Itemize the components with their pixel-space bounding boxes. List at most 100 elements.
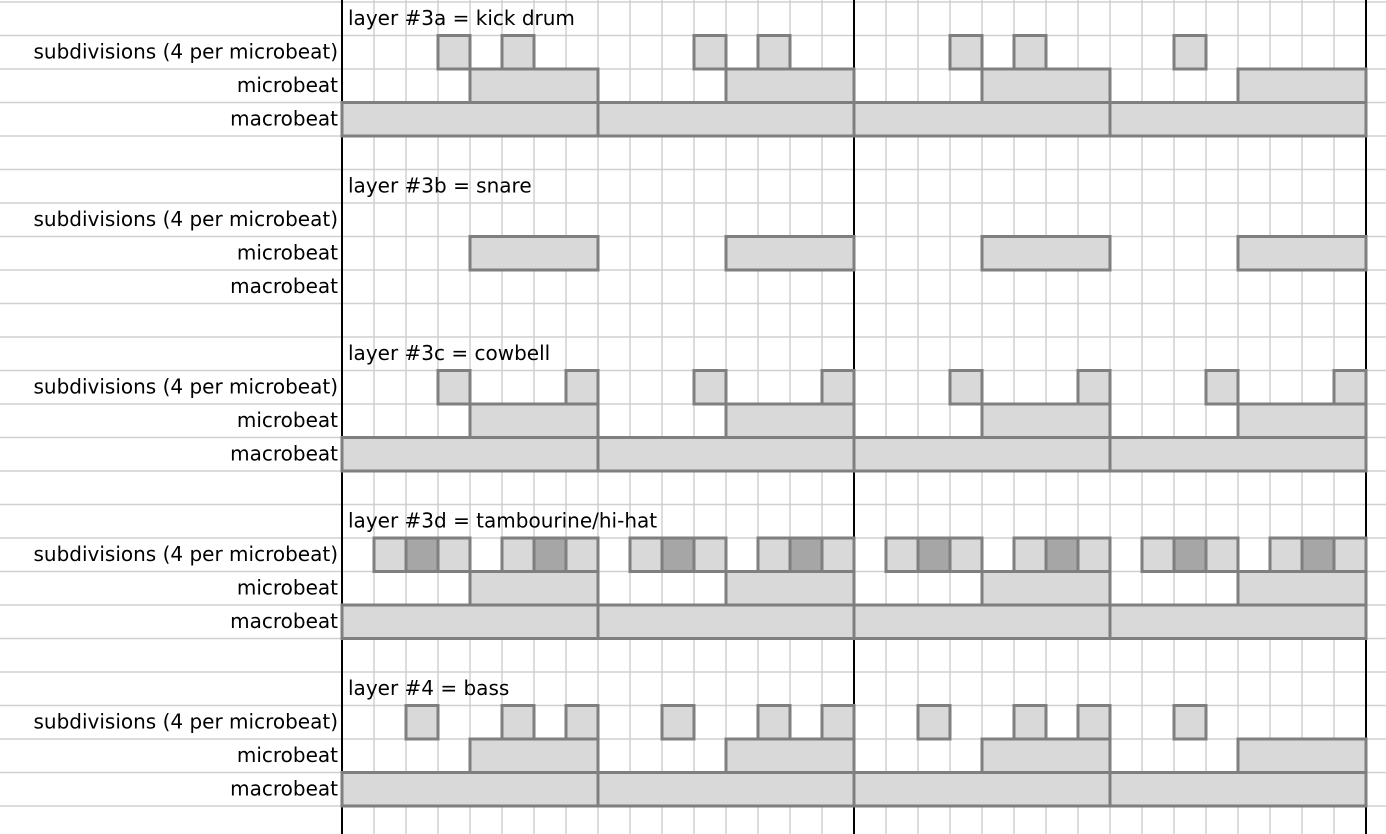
microbeat-block xyxy=(1236,737,1368,774)
layer-0: layer #3a = kick drum subdivisions (4 per… xyxy=(33,6,1368,138)
subdivision-cell xyxy=(1204,536,1240,573)
microbeat-block xyxy=(724,737,856,774)
row-label-microbeat: microbeat xyxy=(237,240,338,264)
accent-subdivision-cell xyxy=(788,536,824,573)
rhythm-layers: layer #3a = kick drum subdivisions (4 per… xyxy=(33,6,1368,808)
subdivision-cell xyxy=(564,704,600,741)
layer-title: layer #3a = kick drum xyxy=(348,6,575,30)
subdivision-cell xyxy=(1076,704,1112,741)
subdivision-cell xyxy=(820,704,856,741)
subdivision-cell xyxy=(1076,536,1112,573)
macrobeat-block xyxy=(340,101,600,138)
layer-title: layer #4 = bass xyxy=(348,676,509,700)
row-label-subdivisions: subdivisions (4 per microbeat) xyxy=(33,709,338,733)
subdivision-cell xyxy=(1332,369,1368,406)
subdivision-cell xyxy=(692,536,728,573)
macrobeat-block xyxy=(852,101,1112,138)
layer-3: layer #3d = tambourine/hi-hat subdivision… xyxy=(33,508,1368,640)
microbeat-block xyxy=(1236,67,1368,104)
microbeat-block xyxy=(980,235,1112,272)
row-label-microbeat: microbeat xyxy=(237,575,338,599)
subdivision-cell xyxy=(564,536,600,573)
subdivision-cell xyxy=(1012,704,1048,741)
row-label-macrobeat: macrobeat xyxy=(230,776,338,800)
microbeat-block xyxy=(1236,235,1368,272)
row-label-subdivisions: subdivisions (4 per microbeat) xyxy=(33,542,338,566)
microbeat-block xyxy=(468,235,600,272)
microbeat-block xyxy=(468,67,600,104)
macrobeat-block xyxy=(340,771,600,808)
subdivision-cell xyxy=(500,536,536,573)
row-label-macrobeat: macrobeat xyxy=(230,609,338,633)
accent-subdivision-cell xyxy=(1044,536,1080,573)
subdivision-cell xyxy=(372,536,408,573)
subdivision-cell xyxy=(692,34,728,71)
macrobeat-block xyxy=(852,603,1112,640)
microbeat-block xyxy=(1236,570,1368,607)
accent-subdivision-cell xyxy=(1300,536,1336,573)
layer-1: layer #3b = snare subdivisions (4 per mic… xyxy=(33,173,1368,298)
microbeat-block xyxy=(980,67,1112,104)
microbeat-block xyxy=(724,235,856,272)
microbeat-block xyxy=(1236,402,1368,439)
subdivision-cell xyxy=(436,536,472,573)
subdivision-cell xyxy=(1140,536,1176,573)
macrobeat-block xyxy=(1108,603,1368,640)
macrobeat-block xyxy=(340,603,600,640)
subdivision-cell xyxy=(660,704,696,741)
subdivision-cell xyxy=(916,704,952,741)
layer-4: layer #4 = bass subdivisions (4 per micro… xyxy=(33,676,1368,808)
microbeat-block xyxy=(724,570,856,607)
row-label-microbeat: microbeat xyxy=(237,408,338,432)
subdivision-cell xyxy=(820,369,856,406)
subdivision-cell xyxy=(1172,34,1208,71)
row-label-macrobeat: macrobeat xyxy=(230,106,338,130)
subdivision-cell xyxy=(1012,536,1048,573)
accent-subdivision-cell xyxy=(404,536,440,573)
macrobeat-block xyxy=(1108,436,1368,473)
subdivision-cell xyxy=(404,704,440,741)
subdivision-cell xyxy=(500,704,536,741)
accent-subdivision-cell xyxy=(660,536,696,573)
subdivision-cell xyxy=(820,536,856,573)
subdivision-cell xyxy=(436,34,472,71)
microbeat-block xyxy=(980,737,1112,774)
microbeat-block xyxy=(980,402,1112,439)
accent-subdivision-cell xyxy=(916,536,952,573)
subdivision-cell xyxy=(1204,369,1240,406)
subdivision-cell xyxy=(500,34,536,71)
subdivision-cell xyxy=(756,704,792,741)
accent-subdivision-cell xyxy=(532,536,568,573)
microbeat-block xyxy=(724,402,856,439)
subdivision-cell xyxy=(756,34,792,71)
macrobeat-block xyxy=(596,771,856,808)
subdivision-cell xyxy=(948,369,984,406)
subdivision-cell xyxy=(1268,536,1304,573)
subdivision-cell xyxy=(628,536,664,573)
subdivision-cell xyxy=(692,369,728,406)
accent-subdivision-cell xyxy=(1172,536,1208,573)
macrobeat-block xyxy=(1108,101,1368,138)
row-label-subdivisions: subdivisions (4 per microbeat) xyxy=(33,39,338,63)
row-label-subdivisions: subdivisions (4 per microbeat) xyxy=(33,374,338,398)
subdivision-cell xyxy=(884,536,920,573)
macrobeat-block xyxy=(852,771,1112,808)
row-label-subdivisions: subdivisions (4 per microbeat) xyxy=(33,207,338,231)
subdivision-cell xyxy=(948,34,984,71)
microbeat-block xyxy=(724,67,856,104)
subdivision-cell xyxy=(756,536,792,573)
layer-2: layer #3c = cowbell subdivisions (4 per m… xyxy=(33,341,1368,473)
microbeat-block xyxy=(980,570,1112,607)
subdivision-cell xyxy=(1076,369,1112,406)
row-label-microbeat: microbeat xyxy=(237,73,338,97)
row-label-macrobeat: macrobeat xyxy=(230,441,338,465)
macrobeat-block xyxy=(340,436,600,473)
row-label-macrobeat: macrobeat xyxy=(230,274,338,298)
subdivision-cell xyxy=(1332,536,1368,573)
row-label-microbeat: microbeat xyxy=(237,743,338,767)
macrobeat-block xyxy=(596,436,856,473)
layer-title: layer #3b = snare xyxy=(348,173,532,197)
subdivision-cell xyxy=(1012,34,1048,71)
subdivision-cell xyxy=(564,369,600,406)
